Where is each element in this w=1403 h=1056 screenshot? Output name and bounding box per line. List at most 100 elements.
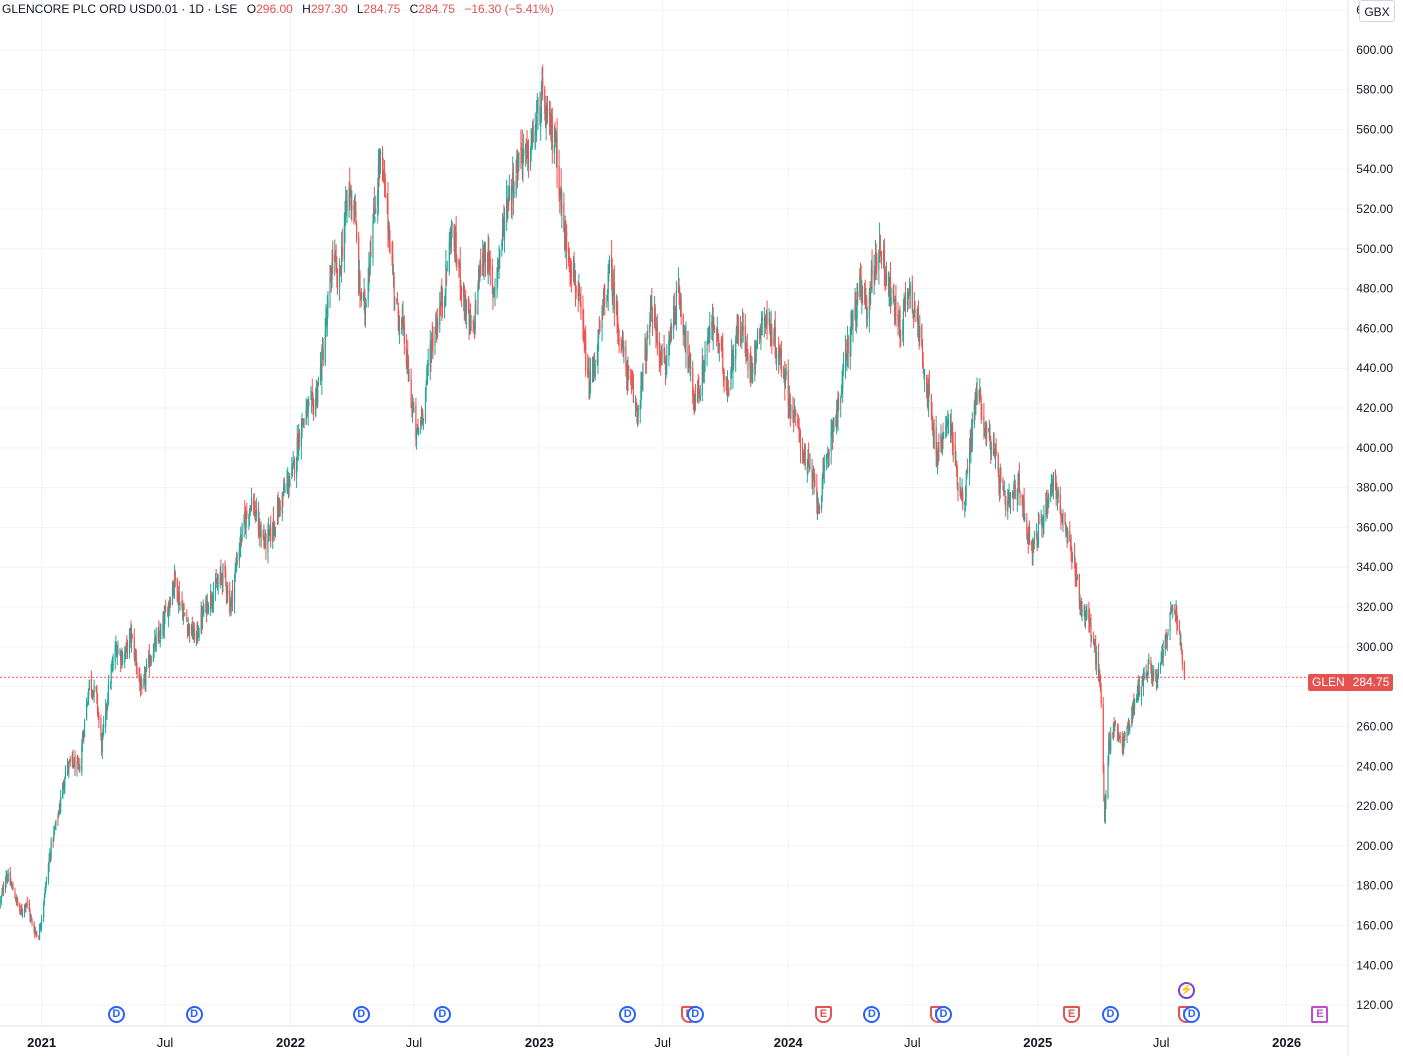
y-tick-label: 540.00 [1356,162,1393,176]
candle [943,431,945,440]
candle [82,729,84,741]
candle [157,627,159,645]
dividend-marker-icon[interactable]: D [686,1006,704,1023]
candle [733,344,735,371]
candle [626,359,628,396]
candle [683,324,685,336]
candle [359,270,361,309]
candle [1012,491,1014,512]
candle [817,497,819,514]
candle [587,357,590,378]
candle [594,359,596,381]
candle [336,268,339,296]
candle [1123,731,1125,747]
candle [1018,470,1020,486]
candle [1151,663,1153,684]
dividend-marker-icon[interactable]: D [1102,1006,1120,1023]
candle [751,356,753,385]
candle [1176,605,1178,635]
candle [235,551,238,572]
candle [458,260,461,269]
candle [1067,527,1069,544]
candle [1112,722,1115,741]
candle [1131,706,1133,728]
candle [1172,604,1174,619]
candle [160,624,162,639]
candle [1151,664,1153,687]
candle [1016,488,1018,512]
candle [911,275,913,314]
high-label: H [302,2,311,16]
candle [1123,733,1125,755]
candle [692,360,694,404]
candle [881,250,883,269]
dividend-marker-icon[interactable]: D [1183,1006,1201,1023]
earnings-marker-icon[interactable]: E [814,1006,832,1023]
candle [1052,471,1055,500]
candle [826,452,828,458]
candle [28,899,30,912]
candle [71,751,73,768]
x-tick-label: Jul [904,1035,921,1050]
candle [184,612,186,617]
candle [945,416,947,439]
candle [626,361,628,391]
candle [216,573,219,591]
candle [859,262,862,280]
candle [130,620,132,649]
candle [613,269,615,297]
dividend-marker-icon[interactable]: D [433,1006,451,1023]
y-tick-label: 160.00 [1356,918,1393,932]
dividend-marker-icon[interactable]: D [107,1006,125,1023]
candle [1147,658,1149,676]
candle [1088,601,1090,633]
candle [33,921,35,934]
candle [139,677,142,697]
earnings-marker-icon[interactable]: E [1063,1006,1081,1023]
candle [484,241,486,263]
dividend-marker-icon[interactable]: D [934,1006,952,1023]
candle [465,289,467,325]
insight-marker-icon[interactable]: ⚡ [1177,982,1195,999]
candle [697,373,699,395]
candle [128,628,131,659]
candle [499,248,501,270]
candle [496,267,498,299]
candle [29,907,31,922]
candle [222,563,224,593]
candle [377,178,379,224]
candle [1104,794,1106,825]
dividend-marker-icon[interactable]: D [185,1006,203,1023]
candle [812,470,814,496]
candle [197,620,199,645]
candle [107,674,110,706]
dividend-marker-icon[interactable]: D [352,1006,370,1023]
earnings-marker-icon[interactable]: E [1311,1006,1329,1023]
candle [435,312,437,334]
candle [90,670,92,698]
candle [355,201,357,226]
candle [1050,483,1052,503]
dividend-marker-icon[interactable]: D [863,1006,881,1023]
candle [298,428,300,450]
candle [34,927,37,936]
candle [806,459,808,483]
candle [765,309,767,329]
candle [306,400,308,419]
candle [699,384,701,402]
candle [96,693,99,717]
candle [844,335,847,379]
candle [1000,466,1002,483]
currency-button[interactable]: GBX [1359,0,1395,22]
candle [731,339,733,379]
candle [382,157,384,184]
candle [961,478,963,502]
candle [231,590,233,607]
dividend-marker-icon[interactable]: D [619,1006,637,1023]
candle [807,449,809,476]
candle [673,295,675,340]
candle [1076,574,1078,581]
candle [1128,719,1130,732]
candle [260,521,262,548]
